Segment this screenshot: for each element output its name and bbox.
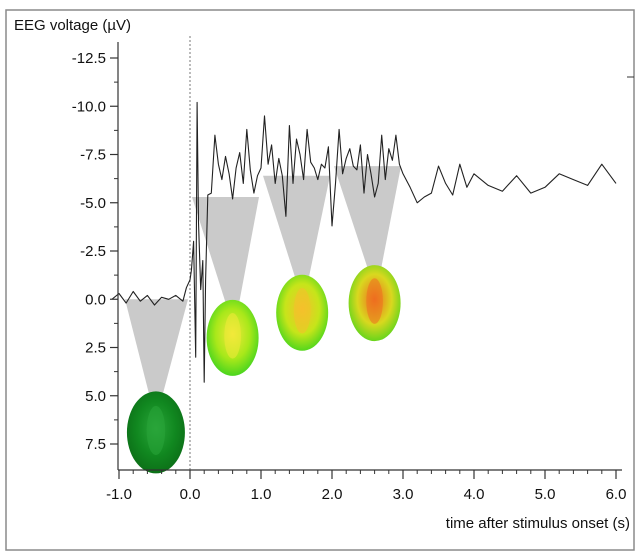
topomap-baseline-hotspot bbox=[146, 405, 166, 456]
x-tick-label: 5.0 bbox=[535, 486, 556, 503]
topomap-window-1-hotspot bbox=[224, 313, 241, 359]
topomap-baseline-cone bbox=[125, 299, 188, 398]
y-tick-label: 0.0 bbox=[85, 291, 106, 308]
y-tick-label: 5.0 bbox=[85, 388, 106, 405]
topomap-window-2-hotspot bbox=[293, 287, 311, 334]
x-tick-label: 3.0 bbox=[393, 486, 414, 503]
x-ticks: -1.0 0.0 1.0 2.0 3.0 4.0 5.0 6.0 bbox=[106, 470, 626, 503]
x-axis-label: time after stimulus onset (s) bbox=[446, 515, 630, 532]
x-tick-label: -1.0 bbox=[106, 486, 132, 503]
y-axis-label: EEG voltage (µV) bbox=[14, 17, 131, 34]
x-tick-label: 6.0 bbox=[606, 486, 627, 503]
y-tick-label: 2.5 bbox=[85, 340, 106, 357]
y-tick-label: -5.0 bbox=[80, 195, 106, 212]
x-tick-label: 2.0 bbox=[322, 486, 343, 503]
plot-frame bbox=[5, 9, 635, 551]
y-ticks: -12.5 -10.0 -7.5 -5.0 -2.5 0.0 2.5 5.0 7.5 bbox=[72, 50, 118, 453]
topomaps bbox=[126, 265, 401, 474]
x-tick-label: 1.0 bbox=[251, 486, 272, 503]
x-tick-label: 4.0 bbox=[464, 486, 485, 503]
y-tick-label: -7.5 bbox=[80, 147, 106, 164]
topomap-window-3-cone bbox=[334, 166, 401, 272]
topomap-window-1-cone bbox=[192, 196, 259, 306]
topomap-window-3-hotspot bbox=[366, 278, 383, 324]
projection-cones bbox=[125, 166, 401, 398]
topomap-window-2-cone bbox=[263, 175, 330, 281]
x-tick-label: 0.0 bbox=[180, 486, 201, 503]
y-tick-label: -12.5 bbox=[72, 50, 106, 67]
eeg-trace bbox=[111, 101, 617, 383]
y-tick-label: -10.0 bbox=[72, 98, 106, 115]
y-tick-label: -2.5 bbox=[80, 243, 106, 260]
y-tick-label: 7.5 bbox=[85, 436, 106, 453]
